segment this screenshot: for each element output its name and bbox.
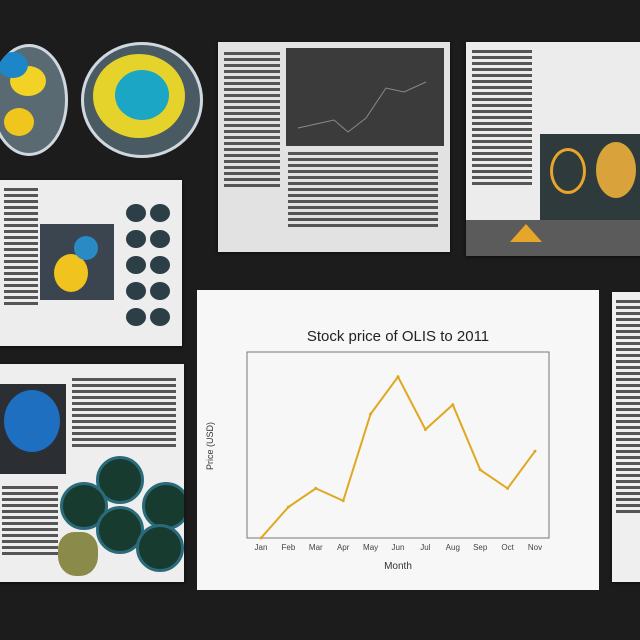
hex-shape — [136, 524, 184, 572]
x-tick-label: Aug — [446, 543, 460, 552]
x-tick-label: Nov — [528, 543, 542, 552]
text-block-left — [224, 52, 280, 190]
shape-cyan-core — [115, 70, 169, 120]
data-point — [396, 375, 400, 379]
data-point — [259, 536, 263, 540]
dark-chart-area — [286, 48, 444, 146]
text-block-top — [72, 378, 176, 450]
footer-bar — [466, 220, 640, 256]
x-tick-label: Feb — [282, 543, 296, 552]
olive-shape — [58, 532, 98, 576]
blue-shape-figure — [0, 384, 66, 474]
figure-image — [540, 134, 640, 220]
text-block — [4, 188, 38, 308]
data-point — [341, 499, 345, 503]
shape-blue — [0, 52, 28, 78]
x-tick-label: Mar — [309, 543, 323, 552]
document-thumbnail-icons — [0, 180, 182, 346]
document-thumbnail-right — [466, 42, 640, 256]
data-point — [451, 403, 455, 407]
data-point — [506, 486, 510, 490]
text-block-right — [288, 152, 438, 230]
data-point — [369, 412, 373, 416]
x-tick-label: Sep — [473, 543, 488, 552]
x-tick-label: Jul — [420, 543, 430, 552]
data-point — [286, 505, 290, 509]
document-thumbnail-dark — [218, 42, 450, 252]
document-thumbnail-hex — [0, 364, 184, 582]
illustration — [40, 224, 114, 300]
x-tick-label: Apr — [337, 543, 350, 552]
x-tick-label: Jan — [255, 543, 268, 552]
series-line — [260, 374, 536, 539]
text-block — [616, 300, 640, 516]
x-tick-label: Jun — [392, 543, 405, 552]
dark-chart-line — [297, 81, 427, 133]
data-point — [478, 468, 482, 472]
thumbnail-circle-1 — [0, 44, 68, 156]
chart-title: Stock price of OLIS to 2011 — [306, 328, 490, 345]
text-block — [472, 50, 532, 188]
text-block-left — [2, 486, 58, 558]
plot-frame — [246, 351, 550, 539]
data-point — [423, 428, 427, 431]
line-chart: Jan Feb Mar Apr May Jun Jul Aug Sep Oct Nov — [246, 351, 550, 552]
hex-shape — [142, 482, 184, 530]
shape-yellow-2 — [4, 108, 34, 136]
icon-grid — [124, 202, 176, 340]
line-chart-panel: Stock price of OLIS to 2011 Price (USD) … — [197, 290, 599, 590]
data-point — [533, 449, 537, 453]
x-tick-label: May — [363, 543, 378, 552]
document-thumbnail-edge — [612, 292, 640, 582]
data-point — [314, 486, 318, 490]
x-tick-label: Oct — [501, 543, 514, 552]
thumbnail-circle-2 — [81, 42, 203, 158]
chart-x-axis-label: Month — [384, 561, 412, 572]
